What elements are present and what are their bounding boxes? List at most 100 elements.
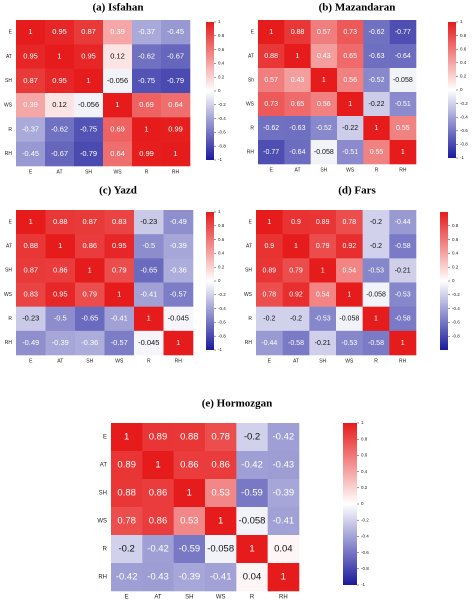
heatmap-cell <box>111 451 143 480</box>
colorbar-tick-label: -0.8 <box>218 143 226 148</box>
x-tick-label: R <box>145 169 149 175</box>
x-tick-label: R <box>147 358 151 364</box>
heatmap-cell <box>104 234 135 259</box>
heatmap-cell <box>267 479 300 508</box>
cell-label: -0.21 <box>395 267 411 274</box>
heatmap-cell <box>45 234 76 259</box>
heatmap-cell <box>256 282 283 307</box>
heatmap-cell <box>363 116 390 141</box>
heatmap-cell <box>103 20 133 45</box>
cell-label: 0.86 <box>180 460 199 471</box>
heatmap-cell <box>134 306 164 332</box>
colorbar-tick-label: 0.8 <box>460 33 467 38</box>
cell-label: 1 <box>348 101 352 108</box>
cell-label: -0.52 <box>369 77 385 84</box>
heatmap-cell <box>282 210 310 235</box>
cell-label: -0.43 <box>273 460 295 471</box>
cell-label: -0.5 <box>142 241 155 250</box>
chart-title: (a) Isfahan <box>92 2 143 14</box>
heatmap-cell <box>142 563 174 592</box>
x-tick-label: RH <box>279 595 288 601</box>
colorbar-tick-label: -1 <box>218 157 222 162</box>
colorbar-tick-label: -1 <box>361 582 365 587</box>
colorbar-tick-label: -0.2 <box>460 101 468 106</box>
heatmap-cell <box>173 479 206 508</box>
cell-label: 0.95 <box>112 241 127 250</box>
colorbar <box>440 212 448 350</box>
heatmap-cell <box>284 20 311 45</box>
heatmap-cell <box>111 479 143 508</box>
y-tick-label: RH <box>5 151 13 157</box>
x-tick-label: WS <box>346 167 355 173</box>
heatmap-cell <box>173 451 206 480</box>
cell-label: 0.87 <box>23 265 38 274</box>
cell-label: -0.2 <box>263 316 275 323</box>
y-tick-label: R <box>8 127 12 133</box>
heatmap-cell <box>103 68 133 94</box>
x-tick-label: E <box>29 358 33 364</box>
cell-label: 0.69 <box>110 124 125 133</box>
cell-label: 0.39 <box>110 27 125 36</box>
heatmap-cell <box>75 282 105 307</box>
cell-label: 0.87 <box>82 217 97 226</box>
cell-label: -0.58 <box>395 243 411 250</box>
heatmap-cell <box>103 141 133 167</box>
cell-label: -0.77 <box>395 29 411 36</box>
heatmap-cell <box>389 44 417 69</box>
cell-label: -0.42 <box>241 460 263 471</box>
colorbar-tick-label: 1 <box>460 19 463 24</box>
x-tick-label: R <box>375 167 379 173</box>
x-tick-label: AT <box>56 169 62 175</box>
heatmap-cell <box>132 117 162 142</box>
heatmap-cell <box>336 234 363 259</box>
cell-label: 0.95 <box>23 51 38 60</box>
heatmap-cell <box>236 423 268 452</box>
cell-label: -0.59 <box>179 544 201 555</box>
cell-label: -0.45 <box>167 27 184 36</box>
cell-label: 1 <box>58 241 62 250</box>
heatmap-cell <box>284 140 311 165</box>
y-tick-label: WS <box>244 292 253 298</box>
heatmap-cell <box>256 234 283 259</box>
colorbar-tick-label: 0 <box>218 278 221 283</box>
cell-label: 0.54 <box>343 267 357 274</box>
heatmap-cell <box>103 93 133 118</box>
colorbar-tick-label: -1 <box>460 155 464 160</box>
cell-label: 1 <box>347 291 351 298</box>
heatmap-cell <box>282 234 310 259</box>
y-tick-label: WS <box>97 519 107 525</box>
colorbar-tick-label: 0.6 <box>452 237 459 242</box>
cell-label: 0.12 <box>52 100 67 109</box>
cell-label: 0.53 <box>211 488 230 499</box>
cell-label: -0.51 <box>342 149 358 156</box>
heatmap-cell <box>205 423 237 452</box>
cell-label: -0.62 <box>263 125 279 132</box>
heatmap-cell <box>111 423 143 452</box>
colorbar-tick-label: 0.2 <box>452 264 459 269</box>
heatmap-cell <box>362 234 390 259</box>
cell-label: 0.69 <box>139 100 154 109</box>
heatmap-cell <box>104 258 135 283</box>
heatmap-cell <box>161 68 191 94</box>
heatmap-cell <box>256 258 283 283</box>
cell-label: -0.44 <box>261 340 277 347</box>
cell-label: 1 <box>218 516 223 527</box>
heatmap-cell <box>16 282 46 307</box>
colorbar-tick-label: 0.6 <box>218 237 225 242</box>
heatmap-cell <box>142 507 174 536</box>
colorbar-tick-label: -0.8 <box>218 333 226 338</box>
heatmap-cell <box>45 258 76 283</box>
heatmap-cell <box>16 44 46 69</box>
cell-label: -0.57 <box>111 338 128 347</box>
heatmap-cell <box>256 306 283 332</box>
y-tick-label: RH <box>5 340 13 346</box>
heatmap-cell <box>337 68 364 93</box>
heatmap-cell <box>284 116 311 141</box>
heatmap-cell <box>74 117 104 142</box>
heatmap-cell <box>336 282 363 307</box>
cell-label: -0.75 <box>138 76 155 85</box>
colorbar-tick-label: 0 <box>361 501 364 506</box>
heatmap-cell <box>104 330 135 356</box>
x-tick-label: R <box>250 595 255 601</box>
heatmap-cell <box>111 507 143 536</box>
